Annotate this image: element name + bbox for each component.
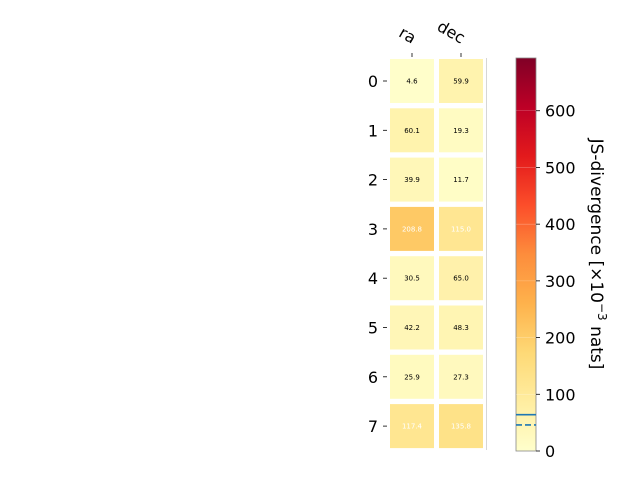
colorbar-tick-label: 600 xyxy=(545,102,576,121)
heatmap-cell-label: 30.5 xyxy=(404,275,420,283)
colorbar-tick-label: 500 xyxy=(545,158,576,177)
column-label-ra: ra xyxy=(396,23,420,48)
row-label-6: 6 xyxy=(368,368,378,387)
heatmap-cell-2-dec xyxy=(439,157,483,202)
heatmap-cell-4-dec xyxy=(439,256,483,301)
heatmap-grid: 4.6 59.9 60.1 19.3 39.9 11.7 208.8 115.0 30.5 65.… xyxy=(390,59,483,449)
row-label-1: 1 xyxy=(368,121,378,140)
heatmap-cell-label: 208.8 xyxy=(402,225,422,233)
heatmap-cell-0-ra xyxy=(390,59,434,103)
row-label-5: 5 xyxy=(368,319,378,338)
heatmap-cell-label: 42.2 xyxy=(404,324,420,332)
heatmap-cell-4-ra xyxy=(390,256,434,301)
heatmap-cell-1-ra xyxy=(390,108,434,153)
heatmap-cell-1-dec xyxy=(439,108,483,153)
row-labels: 0 1 2 3 4 5 6 7 xyxy=(368,72,387,436)
row-label-0: 0 xyxy=(368,72,378,91)
column-label-dec: dec xyxy=(434,17,468,48)
heatmap-cell-label: 19.3 xyxy=(453,127,469,135)
row-label-7: 7 xyxy=(368,417,378,436)
column-labels: ra dec xyxy=(396,17,469,57)
heatmap-cell-label: 11.7 xyxy=(453,176,469,184)
heatmap-cell-label: 135.8 xyxy=(451,423,471,431)
heatmap-cell-label: 4.6 xyxy=(406,78,418,86)
heatmap-cell-3-ra xyxy=(390,206,434,251)
colorbar-tick-label: 0 xyxy=(545,442,555,461)
heatmap-cell-6-dec xyxy=(439,354,483,399)
heatmap-cell-label: 65.0 xyxy=(453,275,469,283)
heatmap-cell-5-dec xyxy=(439,305,483,350)
heatmap-cell-label: 27.3 xyxy=(453,373,469,381)
heatmap-cell-label: 60.1 xyxy=(404,127,420,135)
row-label-3: 3 xyxy=(368,220,378,239)
heatmap-cell-label: 59.9 xyxy=(453,78,469,86)
colorbar-label-end: nats] xyxy=(586,321,606,370)
heatmap-cell-0-dec xyxy=(439,59,483,103)
colorbar-tick-label: 100 xyxy=(545,385,576,404)
colorbar-label-main: JS-divergence [×10 xyxy=(586,138,606,303)
colorbar: 0 100 200 300 400 500 600 xyxy=(515,57,576,461)
heatmap-cell-label: 25.9 xyxy=(404,373,420,381)
heatmap-cell-label: 39.9 xyxy=(404,176,420,184)
heatmap-cell-6-ra xyxy=(390,354,434,399)
colorbar-gradient xyxy=(515,57,537,452)
colorbar-tick-label: 200 xyxy=(545,329,576,348)
heatmap-cell-5-ra xyxy=(390,305,434,350)
heatmap-cell-label: 115.0 xyxy=(451,225,471,233)
heatmap-cell-3-dec xyxy=(439,206,483,251)
row-label-2: 2 xyxy=(368,171,378,190)
row-label-4: 4 xyxy=(368,269,378,288)
heatmap-cell-label: 117.4 xyxy=(402,423,423,431)
colorbar-label-sup: −3 xyxy=(595,303,609,321)
heatmap-cell-7-dec xyxy=(439,404,483,449)
colorbar-tick-label: 400 xyxy=(545,215,576,234)
heatmap-cell-label: 48.3 xyxy=(453,324,469,332)
colorbar-tick-label: 300 xyxy=(545,272,576,291)
heatmap-cell-7-ra xyxy=(390,404,434,449)
colorbar-label: JS-divergence [×10−3 nats] xyxy=(586,138,609,370)
heatmap-cell-2-ra xyxy=(390,157,434,202)
